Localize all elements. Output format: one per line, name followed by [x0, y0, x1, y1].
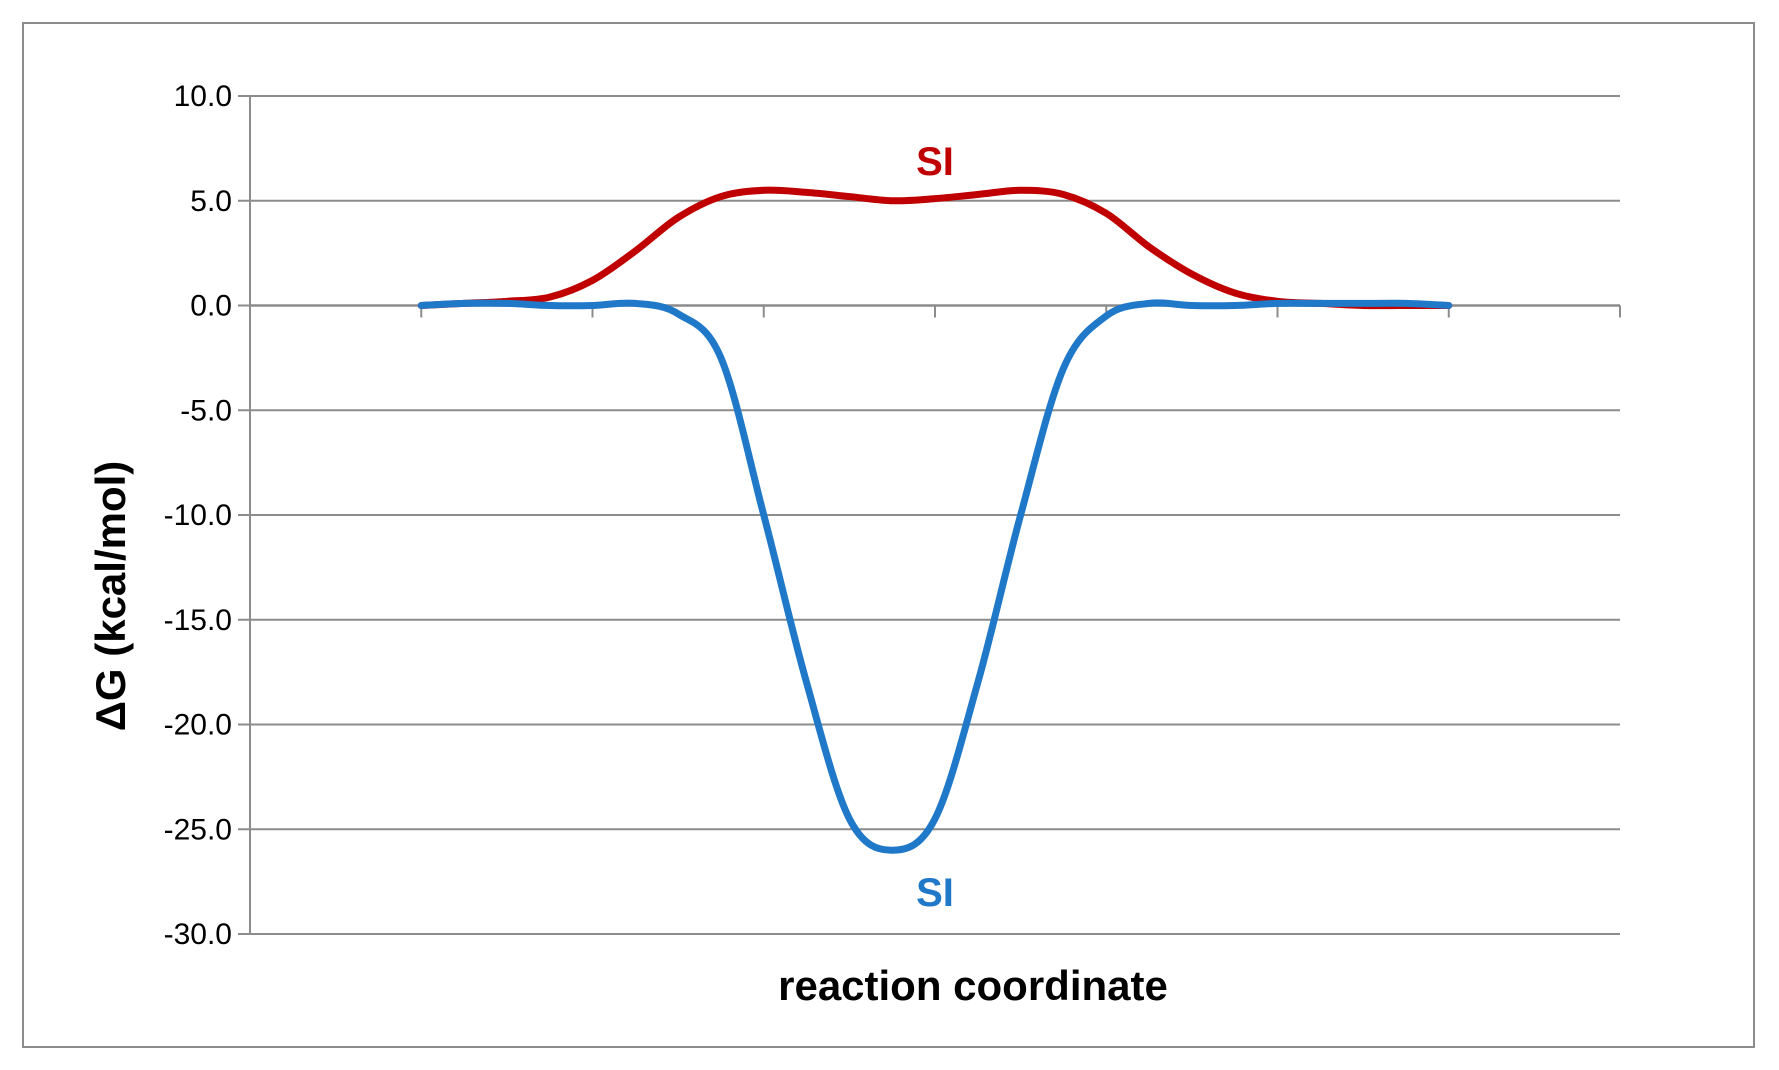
y-tick-labels: 10.0 5.0 0.0 -5.0 -10.0 -15.0 -20.0 -25.0 -30.0 — [164, 80, 232, 951]
y-tick-label: -10.0 — [164, 499, 232, 532]
series-labels: SI SI — [916, 140, 954, 915]
y-tick-label: 0.0 — [190, 290, 232, 323]
series-label-0: SI — [916, 140, 954, 184]
y-tick-label: -20.0 — [164, 709, 232, 742]
y-axis-title: ΔG (kcal/mol) — [87, 461, 134, 732]
x-axis-title: reaction coordinate — [778, 962, 1168, 1009]
series-label-1: SI — [916, 871, 954, 915]
y-tick-label: -25.0 — [164, 813, 232, 846]
series-line-1 — [417, 299, 1453, 854]
y-tick-label: -15.0 — [164, 604, 232, 637]
series-line-0 — [417, 186, 1453, 310]
y-tick-label: 5.0 — [190, 185, 232, 218]
gridlines — [250, 95, 1620, 935]
chart-frame — [22, 22, 1755, 1048]
y-tick-label: 10.0 — [174, 80, 232, 113]
y-tick-label: -5.0 — [180, 394, 232, 427]
series-lines — [417, 186, 1453, 854]
y-tick-label: -30.0 — [164, 918, 232, 951]
